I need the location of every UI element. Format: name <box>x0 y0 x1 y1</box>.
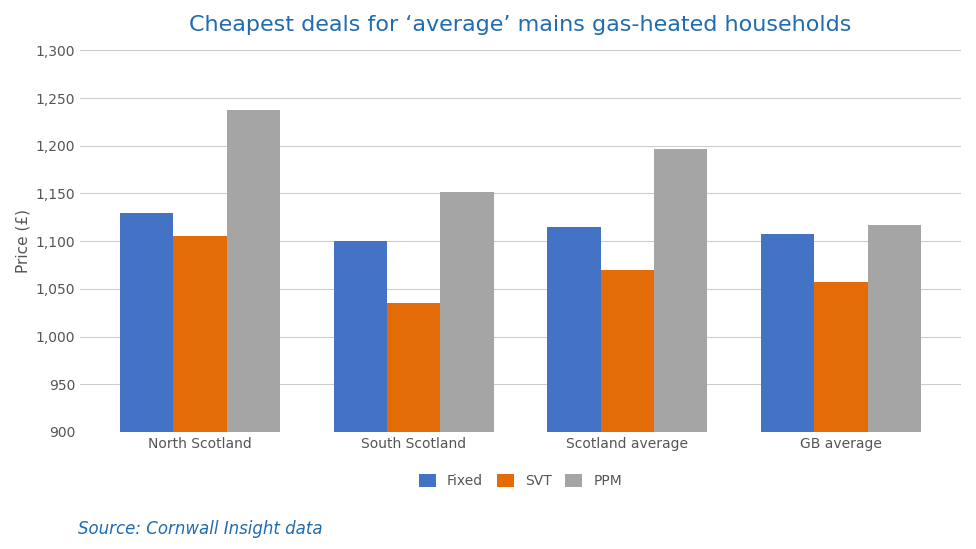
Bar <box>387 303 440 549</box>
Bar <box>548 227 600 549</box>
Text: Source: Cornwall Insight data: Source: Cornwall Insight data <box>78 520 323 538</box>
Bar <box>814 282 868 549</box>
Bar <box>120 212 174 549</box>
Bar <box>760 233 814 549</box>
Bar <box>174 237 226 549</box>
Bar <box>600 270 654 549</box>
Bar <box>654 149 708 549</box>
Bar <box>440 192 494 549</box>
Title: Cheapest deals for ‘average’ mains gas-heated households: Cheapest deals for ‘average’ mains gas-h… <box>189 15 852 35</box>
Bar <box>868 225 921 549</box>
Legend: Fixed, SVT, PPM: Fixed, SVT, PPM <box>414 468 628 494</box>
Y-axis label: Price (£): Price (£) <box>15 209 30 273</box>
Bar <box>226 110 280 549</box>
Bar <box>334 241 387 549</box>
